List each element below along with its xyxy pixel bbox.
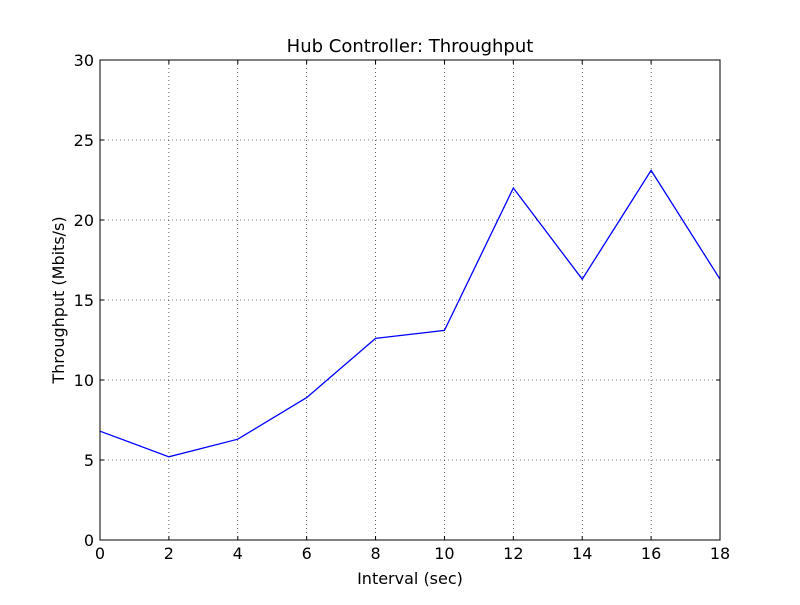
y-axis-label: Throughput (Mbits/s) [49, 216, 68, 384]
series-line [100, 170, 720, 456]
grid [100, 60, 720, 540]
y-tick-label: 30 [74, 51, 94, 70]
x-tick-label: 2 [164, 544, 174, 563]
x-tick-label: 16 [641, 544, 661, 563]
y-tick-label: 15 [74, 291, 94, 310]
chart-title: Hub Controller: Throughput [287, 36, 534, 57]
y-tick-label: 10 [74, 371, 94, 390]
y-tick-label: 5 [84, 451, 94, 470]
x-tick-label: 18 [710, 544, 730, 563]
x-tick-labels: 0 2 4 6 8 10 12 14 16 18 [95, 544, 730, 563]
y-tick-label: 0 [84, 531, 94, 550]
y-tick-labels: 0 5 10 15 20 25 30 [74, 51, 94, 550]
x-tick-label: 4 [233, 544, 243, 563]
x-tick-label: 14 [572, 544, 592, 563]
y-tick-label: 25 [74, 131, 94, 150]
x-tick-label: 8 [370, 544, 380, 563]
x-tick-label: 12 [503, 544, 523, 563]
x-tick-label: 0 [95, 544, 105, 563]
x-tick-label: 10 [434, 544, 454, 563]
x-tick-label: 6 [302, 544, 312, 563]
series-layer [100, 170, 720, 457]
y-tick-label: 20 [74, 211, 94, 230]
x-axis-label: Interval (sec) [357, 569, 463, 588]
